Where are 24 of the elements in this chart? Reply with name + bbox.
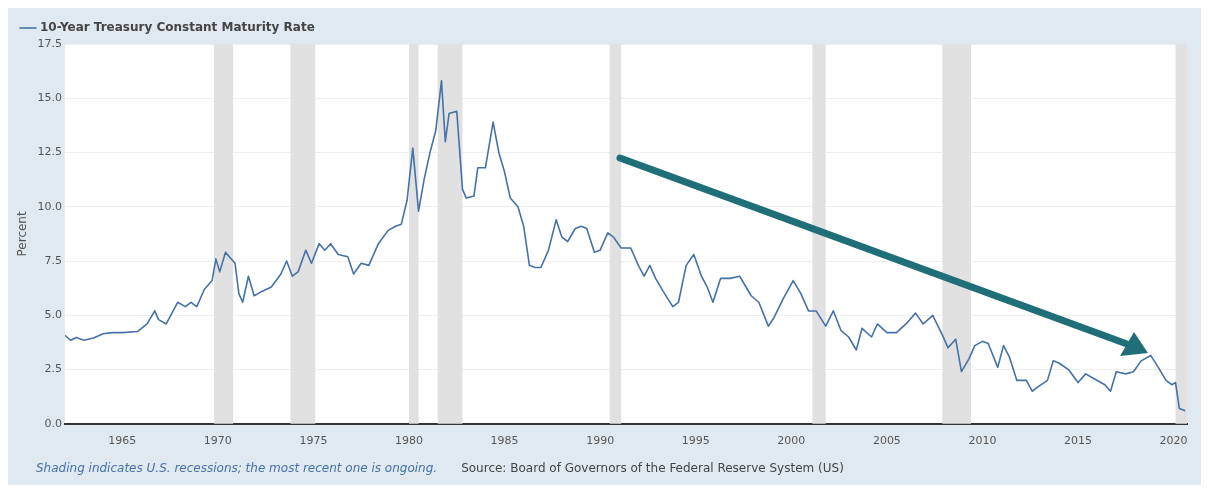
x-tick-label: 1985 [490,434,519,448]
x-tick-label: 1975 [299,434,328,448]
y-tick-label: 5.0 [44,308,62,322]
x-tick-label: 2015 [1064,434,1093,448]
x-tick-label: 1965 [108,434,137,448]
x-tick-label: 1970 [203,434,232,448]
y-tick-label: 17.5 [37,36,62,50]
y-tick-label: 10.0 [37,199,62,213]
x-tick-label: 2010 [968,434,997,448]
y-tick-label: 12.5 [37,145,62,159]
legend-label: 10-Year Treasury Constant Maturity Rate [40,20,315,35]
y-tick-label: 0.0 [44,416,62,430]
source-note: Source: Board of Governors of the Federal Reserve System (US) [461,461,844,475]
y-tick-label: 7.5 [44,253,62,267]
x-tick-label: 2020 [1159,434,1188,448]
x-tick-label: 1995 [681,434,710,448]
y-axis-title: Percent [15,211,30,257]
y-tick-label: 15.0 [37,91,62,105]
x-tick-label: 1990 [586,434,615,448]
y-tick-label: 2.5 [44,362,62,376]
x-tick-label: 2005 [872,434,901,448]
x-tick-label: 2000 [777,434,806,448]
x-tick-label: 1980 [394,434,423,448]
text: Shading indicates U.S. recessions; the most recent one is ongoing. [36,461,438,475]
